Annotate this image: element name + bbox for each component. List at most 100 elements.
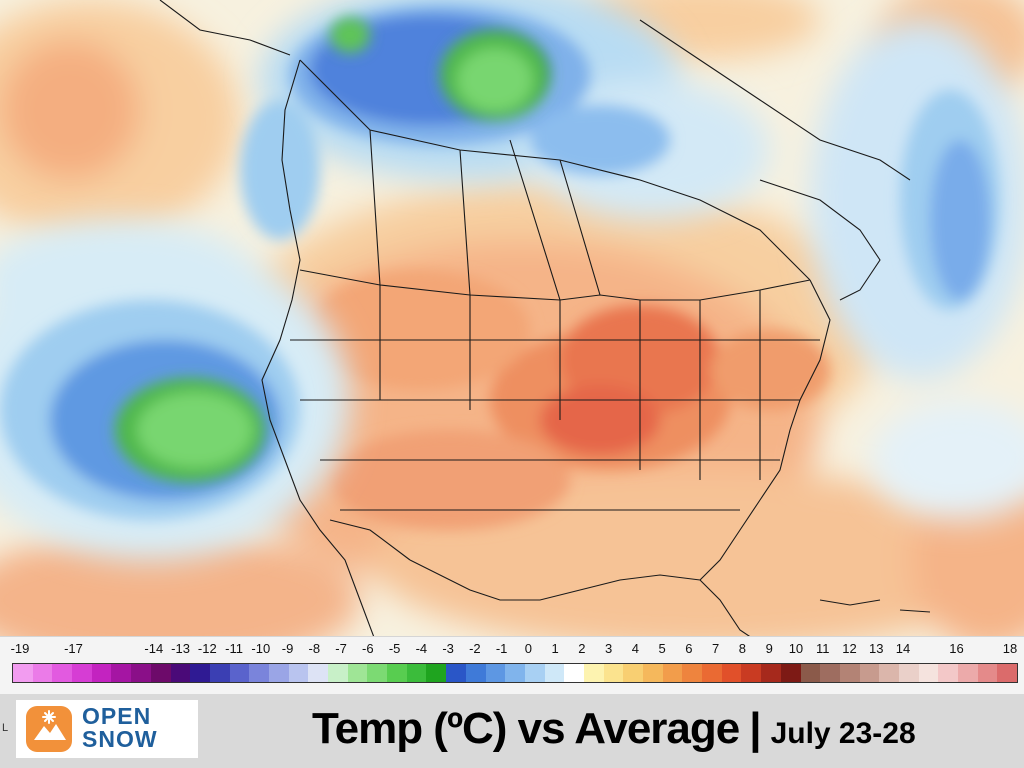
scale-swatch bbox=[190, 664, 210, 682]
scale-swatch bbox=[485, 664, 506, 682]
scale-swatch bbox=[583, 664, 604, 682]
title-separator: | bbox=[749, 704, 761, 753]
scale-swatch bbox=[367, 664, 388, 682]
scale-swatch bbox=[820, 664, 840, 682]
logo-wordmark: OPEN SNOW bbox=[82, 705, 158, 751]
scale-swatch bbox=[859, 664, 880, 682]
scale-tick-label: 14 bbox=[895, 641, 911, 656]
scale-color-bar bbox=[12, 663, 1018, 683]
scale-swatch bbox=[682, 664, 703, 682]
scale-swatch bbox=[505, 664, 525, 682]
scale-tick-label: 11 bbox=[815, 641, 830, 656]
scale-swatch bbox=[702, 664, 722, 682]
scale-swatch bbox=[465, 664, 486, 682]
scale-tick-label: 8 bbox=[738, 641, 747, 656]
scale-tick-label: -14 bbox=[144, 641, 164, 656]
page-title: Temp (ºC) vs Average | July 23-28 bbox=[312, 704, 916, 754]
scale-tick-label: -2 bbox=[469, 641, 481, 656]
scale-tick-label: 9 bbox=[765, 641, 773, 656]
scale-swatch bbox=[229, 664, 250, 682]
scale-tick-label: 16 bbox=[949, 641, 964, 656]
scale-tick-label: -5 bbox=[388, 641, 401, 656]
color-scale-legend: -19 -17 -14 -13 -12 -11 -10 -9 -8 -7 -6 -5 -4 -3 -2 -1 0… bbox=[0, 636, 1024, 695]
scale-swatch bbox=[347, 664, 368, 682]
scale-tick-label: -12 bbox=[197, 641, 217, 656]
scale-swatch bbox=[268, 664, 289, 682]
scale-swatch bbox=[387, 664, 407, 682]
scale-swatch bbox=[997, 664, 1018, 682]
scale-swatch bbox=[643, 664, 663, 682]
scale-tick-label: 3 bbox=[605, 641, 613, 656]
scale-tick-label: -13 bbox=[171, 641, 190, 656]
scale-tick-label: 2 bbox=[578, 641, 586, 656]
logo-line-open: OPEN bbox=[82, 703, 152, 729]
logo-glyph bbox=[34, 710, 66, 740]
scale-tick-label: -11 bbox=[225, 641, 243, 656]
scale-tick-label: 13 bbox=[868, 641, 884, 656]
scale-swatch bbox=[918, 664, 939, 682]
political-borders bbox=[159, 0, 931, 641]
title-main: Temp (ºC) vs Average bbox=[312, 704, 740, 753]
scale-swatch bbox=[426, 664, 447, 682]
scale-swatch bbox=[564, 664, 584, 682]
scale-swatch bbox=[249, 664, 269, 682]
anomaly-field bbox=[0, 0, 1024, 670]
scale-swatch bbox=[603, 664, 624, 682]
title-dates: July 23-28 bbox=[770, 717, 916, 750]
scale-swatch bbox=[32, 664, 53, 682]
opensnow-logo[interactable]: OPEN SNOW bbox=[16, 700, 198, 758]
scale-swatch bbox=[958, 664, 978, 682]
scale-tick-label: 7 bbox=[712, 641, 720, 656]
snowflake-mountain-icon bbox=[26, 706, 72, 752]
logo-line-snow: SNOW bbox=[82, 726, 158, 752]
scale-swatch bbox=[13, 664, 33, 682]
scale-swatch bbox=[150, 664, 171, 682]
scale-tick-label: -6 bbox=[362, 641, 374, 656]
scale-swatch bbox=[131, 664, 151, 682]
scale-swatch bbox=[879, 664, 899, 682]
scale-swatch bbox=[170, 664, 191, 682]
scale-tick-label: 4 bbox=[631, 641, 640, 656]
scale-tick-label: -7 bbox=[335, 641, 347, 656]
scale-tick-label: 0 bbox=[524, 641, 532, 656]
scale-swatch bbox=[328, 664, 348, 682]
scale-tick-label: -4 bbox=[415, 641, 428, 656]
scale-tick-label: 6 bbox=[685, 641, 693, 656]
scale-swatch bbox=[91, 664, 112, 682]
scale-tick-label: 10 bbox=[788, 641, 804, 656]
scale-swatch bbox=[662, 664, 683, 682]
scale-swatch bbox=[741, 664, 762, 682]
scale-swatch bbox=[721, 664, 742, 682]
scale-swatch bbox=[52, 664, 73, 682]
scale-tick-label: -3 bbox=[442, 641, 454, 656]
scale-tick-label: -8 bbox=[308, 641, 321, 656]
scale-swatch bbox=[524, 664, 545, 682]
scale-swatch bbox=[839, 664, 860, 682]
scale-swatch bbox=[111, 664, 132, 682]
scale-swatch bbox=[938, 664, 958, 682]
scale-tick-label: 18 bbox=[1002, 641, 1018, 656]
scale-swatch bbox=[288, 664, 309, 682]
scale-swatch bbox=[780, 664, 801, 682]
scale-swatch bbox=[898, 664, 919, 682]
scale-tick-label: -9 bbox=[281, 641, 294, 656]
scale-tick-label: 1 bbox=[551, 641, 559, 656]
scale-swatch bbox=[406, 664, 427, 682]
scale-tick-label: -17 bbox=[64, 641, 83, 656]
scale-tick-label: 12 bbox=[842, 641, 857, 656]
scale-swatch bbox=[761, 664, 781, 682]
scale-swatch bbox=[72, 664, 92, 682]
scale-swatch bbox=[623, 664, 643, 682]
edge-label: L bbox=[2, 722, 9, 734]
scale-swatch bbox=[544, 664, 565, 682]
scale-tick-label: -1 bbox=[495, 641, 508, 656]
footer-banner: OPEN SNOW Temp (ºC) vs Average | July 23-2… bbox=[0, 694, 1024, 768]
scale-tick-labels: -19 -17 -14 -13 -12 -11 -10 -9 -8 -7 -6 -5 -4 -3 -2 -1 0… bbox=[11, 641, 1020, 661]
scale-swatch bbox=[209, 664, 230, 682]
scale-swatch bbox=[308, 664, 328, 682]
scale-tick-label: 5 bbox=[658, 641, 666, 656]
scale-swatch bbox=[446, 664, 466, 682]
scale-tick-label: -10 bbox=[251, 641, 271, 656]
scale-swatch bbox=[977, 664, 998, 682]
